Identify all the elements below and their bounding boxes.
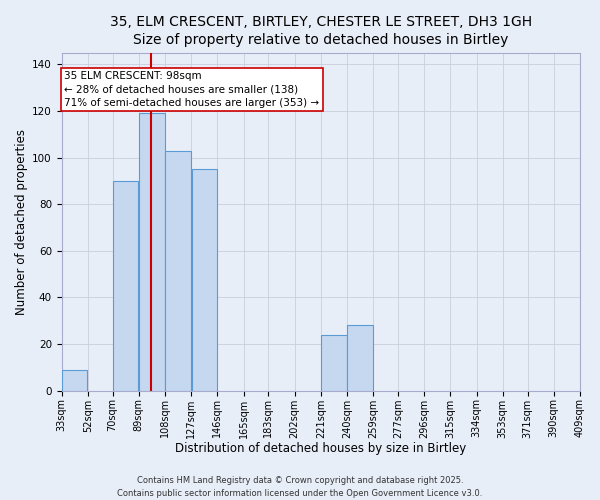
Y-axis label: Number of detached properties: Number of detached properties <box>15 128 28 314</box>
Bar <box>62 370 88 390</box>
Text: 35 ELM CRESCENT: 98sqm
← 28% of detached houses are smaller (138)
71% of semi-de: 35 ELM CRESCENT: 98sqm ← 28% of detached… <box>64 72 320 108</box>
Bar <box>139 114 164 390</box>
Bar <box>166 150 191 390</box>
Bar <box>191 170 217 390</box>
X-axis label: Distribution of detached houses by size in Birtley: Distribution of detached houses by size … <box>175 442 466 455</box>
Bar <box>321 335 347 390</box>
Text: Contains HM Land Registry data © Crown copyright and database right 2025.
Contai: Contains HM Land Registry data © Crown c… <box>118 476 482 498</box>
Title: 35, ELM CRESCENT, BIRTLEY, CHESTER LE STREET, DH3 1GH
Size of property relative : 35, ELM CRESCENT, BIRTLEY, CHESTER LE ST… <box>110 15 532 48</box>
Bar <box>113 181 139 390</box>
Bar <box>347 326 373 390</box>
